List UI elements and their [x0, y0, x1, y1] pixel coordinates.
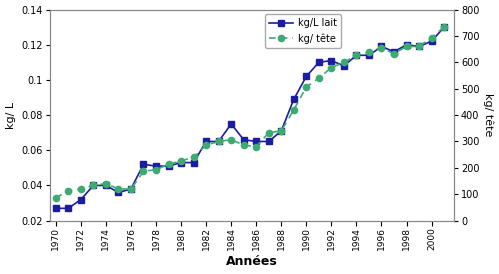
kg/ tête — [316, 76, 322, 80]
kg/ tête — [191, 156, 197, 159]
kg/L lait — [103, 184, 109, 187]
kg/L lait — [241, 138, 247, 141]
kg/ tête — [416, 45, 422, 48]
kg/ tête — [166, 163, 172, 166]
kg/L lait — [115, 191, 121, 194]
kg/ tête — [303, 85, 309, 89]
kg/ tête — [341, 61, 347, 64]
kg/L lait — [78, 198, 84, 201]
Line: kg/L lait: kg/L lait — [53, 24, 447, 211]
kg/L lait — [328, 59, 334, 62]
kg/L lait — [316, 61, 322, 64]
kg/L lait — [404, 43, 410, 46]
Line: kg/ tête: kg/ tête — [53, 24, 447, 201]
kg/L lait — [303, 75, 309, 78]
kg/L lait — [216, 140, 222, 143]
kg/L lait — [278, 129, 284, 133]
kg/L lait — [166, 164, 172, 168]
kg/ tête — [103, 182, 109, 185]
kg/L lait — [90, 184, 96, 187]
kg/ tête — [90, 184, 96, 187]
kg/L lait — [291, 98, 297, 101]
kg/ tête — [203, 143, 209, 147]
kg/ tête — [404, 45, 410, 48]
kg/L lait — [416, 45, 422, 48]
kg/ tête — [241, 143, 247, 147]
kg/ tête — [178, 159, 184, 162]
kg/ tête — [253, 145, 259, 149]
kg/ tête — [441, 25, 447, 29]
kg/ tête — [391, 52, 397, 55]
kg/L lait — [141, 163, 147, 166]
kg/ tête — [266, 131, 272, 134]
kg/L lait — [441, 25, 447, 29]
X-axis label: Années: Années — [226, 255, 278, 269]
kg/ tête — [353, 54, 359, 57]
kg/ tête — [141, 170, 147, 173]
kg/L lait — [178, 161, 184, 164]
Y-axis label: kg/ L: kg/ L — [5, 102, 15, 129]
kg/ tête — [128, 187, 134, 191]
kg/L lait — [341, 64, 347, 67]
kg/ tête — [65, 189, 71, 192]
kg/L lait — [353, 54, 359, 57]
kg/L lait — [366, 54, 372, 57]
kg/ tête — [429, 36, 435, 39]
kg/L lait — [65, 207, 71, 210]
kg/ tête — [228, 138, 234, 141]
kg/ tête — [216, 140, 222, 143]
kg/L lait — [191, 161, 197, 164]
kg/L lait — [378, 45, 384, 48]
kg/ tête — [153, 168, 159, 171]
kg/ tête — [278, 129, 284, 133]
kg/ tête — [78, 187, 84, 191]
kg/L lait — [391, 50, 397, 53]
kg/ tête — [291, 108, 297, 112]
kg/ tête — [328, 66, 334, 69]
kg/L lait — [253, 140, 259, 143]
Legend: kg/L lait, kg/ tête: kg/L lait, kg/ tête — [265, 15, 341, 48]
kg/ tête — [366, 50, 372, 53]
kg/L lait — [228, 122, 234, 125]
kg/L lait — [429, 39, 435, 43]
kg/L lait — [203, 140, 209, 143]
kg/ tête — [53, 196, 59, 199]
kg/ tête — [378, 47, 384, 50]
kg/L lait — [266, 140, 272, 143]
kg/L lait — [153, 164, 159, 168]
kg/ tête — [115, 187, 121, 191]
kg/L lait — [128, 187, 134, 191]
kg/L lait — [53, 207, 59, 210]
Y-axis label: kg/ tête: kg/ tête — [483, 93, 494, 137]
